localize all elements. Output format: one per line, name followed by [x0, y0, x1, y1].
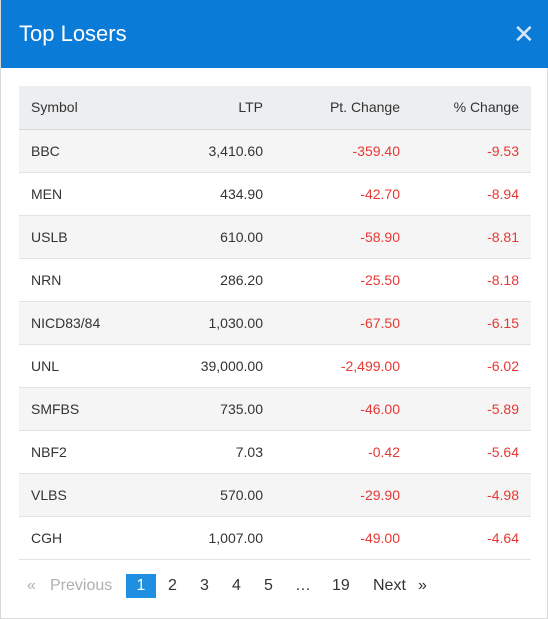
table-row: MEN 434.90 -42.70 -8.94 [19, 172, 531, 216]
cell-ltp: 286.20 [139, 258, 263, 302]
cell-symbol: BBC [19, 129, 139, 173]
cell-ltp: 735.00 [139, 387, 263, 431]
close-icon[interactable]: ✕ [513, 19, 535, 49]
next-button[interactable]: Next [373, 577, 406, 594]
cell-ltp: 3,410.60 [139, 129, 263, 173]
cell-ltp: 570.00 [139, 473, 263, 517]
cell-pct-change: -4.64 [400, 516, 531, 560]
table-row: BBC 3,410.60 -359.40 -9.53 [19, 129, 531, 173]
header-pt-change[interactable]: Pt. Change [263, 86, 400, 130]
table-row: VLBS 570.00 -29.90 -4.98 [19, 473, 531, 517]
cell-pt-change: -46.00 [263, 387, 400, 431]
table-row: USLB 610.00 -58.90 -8.81 [19, 215, 531, 259]
header-symbol[interactable]: Symbol [19, 86, 139, 130]
cell-pt-change: -42.70 [263, 172, 400, 216]
table-row: NBF2 7.03 -0.42 -5.64 [19, 430, 531, 474]
page-button-1[interactable]: 1 [126, 574, 156, 598]
cell-symbol: NRN [19, 258, 139, 302]
cell-symbol: NICD83/84 [19, 301, 139, 345]
cell-ltp: 39,000.00 [139, 344, 263, 388]
cell-pt-change: -25.50 [263, 258, 400, 302]
next-arrow-icon[interactable]: » [418, 577, 427, 594]
page-button-3[interactable]: 3 [200, 577, 209, 594]
cell-symbol: VLBS [19, 473, 139, 517]
dialog-title: Top Losers [19, 21, 127, 46]
page-button-2[interactable]: 2 [168, 577, 177, 594]
cell-ltp: 610.00 [139, 215, 263, 259]
cell-ltp: 434.90 [139, 172, 263, 216]
cell-pct-change: -8.94 [400, 172, 531, 216]
cell-pct-change: -5.89 [400, 387, 531, 431]
prev-arrow-icon: « [27, 577, 36, 594]
table-row: NICD83/84 1,030.00 -67.50 -6.15 [19, 301, 531, 345]
cell-pct-change: -6.02 [400, 344, 531, 388]
table-row: NRN 286.20 -25.50 -8.18 [19, 258, 531, 302]
cell-symbol: UNL [19, 344, 139, 388]
cell-pct-change: -6.15 [400, 301, 531, 345]
cell-symbol: NBF2 [19, 430, 139, 474]
cell-pct-change: -5.64 [400, 430, 531, 474]
previous-button: Previous [50, 577, 113, 594]
cell-pt-change: -49.00 [263, 516, 400, 560]
cell-pct-change: -8.81 [400, 215, 531, 259]
cell-pt-change: -0.42 [263, 430, 400, 474]
cell-symbol: MEN [19, 172, 139, 216]
cell-pt-change: -359.40 [263, 129, 400, 173]
table-header-row: Symbol LTP Pt. Change % Change [19, 86, 531, 130]
cell-symbol: SMFBS [19, 387, 139, 431]
cell-pt-change: -67.50 [263, 301, 400, 345]
cell-pct-change: -9.53 [400, 129, 531, 173]
cell-pct-change: -8.18 [400, 258, 531, 302]
header-pct-change[interactable]: % Change [400, 86, 531, 130]
table-row: CGH 1,007.00 -49.00 -4.64 [19, 516, 531, 560]
cell-pt-change: -58.90 [263, 215, 400, 259]
page-button-5[interactable]: 5 [264, 577, 273, 594]
dialog-header: Top Losers ✕ [1, 0, 548, 68]
cell-pct-change: -4.98 [400, 473, 531, 517]
losers-table: Symbol LTP Pt. Change % Change BBC 3,410… [19, 86, 531, 560]
cell-ltp: 1,007.00 [139, 516, 263, 560]
header-ltp[interactable]: LTP [139, 86, 263, 130]
cell-ltp: 7.03 [139, 430, 263, 474]
pagination-ellipsis: … [295, 577, 311, 594]
table-row: UNL 39,000.00 -2,499.00 -6.02 [19, 344, 531, 388]
cell-symbol: CGH [19, 516, 139, 560]
cell-symbol: USLB [19, 215, 139, 259]
cell-ltp: 1,030.00 [139, 301, 263, 345]
cell-pt-change: -29.90 [263, 473, 400, 517]
page-button-4[interactable]: 4 [232, 577, 241, 594]
page-button-19[interactable]: 19 [332, 577, 350, 594]
table-row: SMFBS 735.00 -46.00 -5.89 [19, 387, 531, 431]
cell-pt-change: -2,499.00 [263, 344, 400, 388]
